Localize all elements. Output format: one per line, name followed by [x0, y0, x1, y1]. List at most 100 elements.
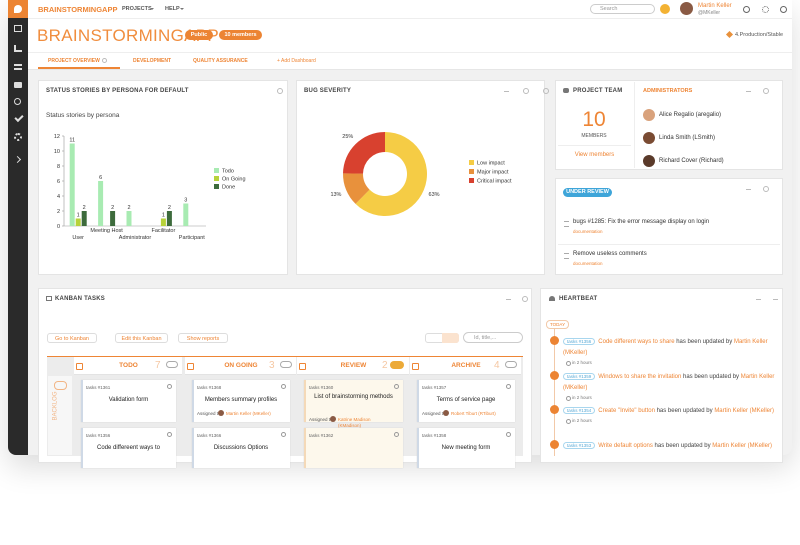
- column-collapse[interactable]: [76, 363, 83, 370]
- card-title[interactable]: Terms of service page: [436, 397, 496, 403]
- card-title[interactable]: Code differeent ways to: [97, 445, 160, 451]
- event-id[interactable]: tasks #1353: [563, 441, 596, 449]
- card-menu[interactable]: [506, 432, 511, 437]
- card-title[interactable]: Members summary profiles: [204, 397, 278, 403]
- card-id[interactable]: tasks #1368: [197, 385, 222, 390]
- panel-collapse[interactable]: [773, 299, 778, 300]
- refresh-icon[interactable]: [14, 98, 21, 105]
- kanban-card[interactable]: [81, 380, 176, 422]
- review-tag[interactable]: documentation: [573, 229, 603, 234]
- column-collapse[interactable]: [187, 363, 194, 370]
- kanban-card[interactable]: [192, 428, 290, 468]
- column-menu[interactable]: [166, 361, 178, 368]
- show-reports-button[interactable]: Show reports: [178, 333, 228, 343]
- settings-icon[interactable]: [762, 6, 769, 13]
- panel-settings[interactable]: [763, 88, 769, 94]
- card-menu[interactable]: [506, 384, 511, 389]
- check-icon[interactable]: [14, 112, 24, 123]
- tab[interactable]: DEVELOPMENT: [133, 58, 172, 64]
- event-user[interactable]: Martin Keller (MKeller): [563, 373, 775, 391]
- review-title[interactable]: Remove useless comments: [573, 251, 647, 257]
- card-menu[interactable]: [167, 384, 172, 389]
- panel-collapse[interactable]: [506, 299, 511, 300]
- view-toggle-active[interactable]: [442, 333, 459, 343]
- admin-name[interactable]: Linda Smith (LSmith): [659, 135, 716, 141]
- panel-settings[interactable]: [277, 88, 283, 94]
- chart-icon[interactable]: [14, 45, 22, 52]
- card-id[interactable]: tasks #1360: [309, 385, 334, 390]
- event-user[interactable]: Martin Keller (MKeller): [712, 442, 772, 449]
- event-id[interactable]: tasks #1356: [563, 338, 596, 345]
- edit-kanban-button[interactable]: Edit this Kanban: [115, 333, 168, 343]
- list-icon[interactable]: [14, 64, 22, 70]
- tab-active[interactable]: PROJECT OVERVIEW: [48, 58, 100, 64]
- event-title[interactable]: Code different ways to share: [598, 339, 675, 345]
- logo[interactable]: [8, 0, 28, 18]
- panel-collapse[interactable]: [746, 91, 751, 92]
- nav-help[interactable]: HELP: [165, 6, 180, 12]
- kanban-search[interactable]: [463, 332, 523, 343]
- assignee-name[interactable]: Robert Tiburt (RTiburt): [451, 411, 496, 416]
- kanban-card[interactable]: [417, 380, 515, 422]
- user-name[interactable]: Martin Keller: [698, 3, 732, 9]
- card-id[interactable]: tasks #1362: [309, 433, 334, 438]
- kanban-card[interactable]: [304, 428, 403, 468]
- tab[interactable]: QUALITY ASSURANCE: [193, 58, 248, 64]
- event-user[interactable]: Martin Keller (MKeller): [563, 339, 768, 356]
- card-title[interactable]: Validation form: [108, 397, 149, 403]
- card-id[interactable]: tasks #1361: [86, 385, 111, 390]
- brand[interactable]: BRAINSTORMINGAPP: [38, 5, 118, 14]
- panel-collapse[interactable]: [746, 189, 751, 190]
- review-tag[interactable]: documentation: [573, 261, 603, 266]
- card-id[interactable]: tasks #1356: [86, 433, 111, 438]
- admin-avatar[interactable]: [643, 155, 655, 167]
- tab-add[interactable]: + Add Dashboard: [277, 58, 316, 64]
- event-id[interactable]: tasks #1359: [563, 372, 596, 380]
- view-members[interactable]: View members: [574, 152, 615, 158]
- tab-settings[interactable]: [102, 58, 107, 63]
- kanban-card[interactable]: [304, 380, 403, 422]
- card-menu[interactable]: [394, 432, 399, 437]
- admin-avatar[interactable]: [643, 132, 655, 144]
- card-id[interactable]: tasks #1357: [422, 385, 447, 390]
- card-title[interactable]: List of brainstorming methods: [314, 394, 393, 400]
- user-avatar[interactable]: [680, 2, 693, 15]
- panel-collapse[interactable]: [504, 91, 509, 92]
- event-title[interactable]: Windows to share the invitation: [598, 373, 682, 380]
- column-collapse[interactable]: [299, 363, 306, 370]
- panel-settings[interactable]: [763, 186, 769, 192]
- event-id[interactable]: tasks #1354: [563, 407, 596, 414]
- card-title[interactable]: Discussions Options: [213, 445, 269, 451]
- card-menu[interactable]: [394, 384, 399, 389]
- power-icon[interactable]: [780, 6, 787, 13]
- event-title[interactable]: Write default options: [598, 442, 653, 449]
- column-menu[interactable]: [505, 361, 517, 368]
- expand-icon[interactable]: [13, 155, 22, 164]
- panel-settings[interactable]: [543, 88, 549, 94]
- panel-settings[interactable]: [522, 296, 528, 302]
- card-id[interactable]: tasks #1366: [197, 433, 222, 438]
- badge-public[interactable]: Public: [185, 30, 213, 40]
- review-title[interactable]: bugs #1285: Fix the error message displa…: [573, 219, 710, 225]
- assignee-name[interactable]: Katrine Madison (KMadison): [338, 417, 371, 428]
- kanban-card[interactable]: [192, 380, 290, 422]
- notification-icon[interactable]: [660, 4, 670, 14]
- calendar-icon[interactable]: [14, 25, 22, 32]
- card-menu[interactable]: [281, 384, 286, 389]
- settings-icon[interactable]: [14, 133, 22, 141]
- panel-settings[interactable]: [523, 88, 529, 94]
- folder-icon[interactable]: [14, 82, 22, 88]
- kanban-card[interactable]: [417, 428, 515, 468]
- card-menu[interactable]: [167, 432, 172, 437]
- column-collapse[interactable]: [412, 363, 419, 370]
- assignee-name[interactable]: Martin Keller (MKeller): [226, 411, 271, 416]
- event-user[interactable]: Martin Keller (MKeller): [714, 408, 774, 414]
- admin-name[interactable]: Richard Cover (Richard): [659, 158, 724, 164]
- admin-avatar[interactable]: [643, 109, 655, 121]
- card-menu[interactable]: [281, 432, 286, 437]
- kanban-card[interactable]: [81, 428, 176, 468]
- nav-projects[interactable]: PROJECTS: [122, 6, 152, 12]
- event-title[interactable]: Create "Invite" button: [598, 408, 655, 414]
- history-icon[interactable]: [743, 6, 750, 13]
- admin-name[interactable]: Alice Regalio (aregalio): [659, 112, 722, 118]
